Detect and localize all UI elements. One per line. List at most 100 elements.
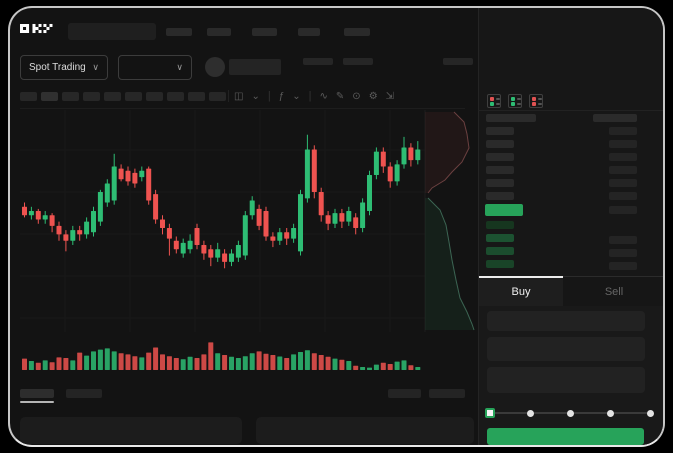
bid-row-amount <box>609 249 637 257</box>
ask-row-amount <box>609 140 637 148</box>
timeframe-button[interactable] <box>188 92 205 101</box>
ask-row-price[interactable] <box>486 127 514 135</box>
orderbook-bids-icon[interactable] <box>508 94 522 108</box>
slider-step-dot[interactable] <box>607 410 614 417</box>
orders-panel <box>20 417 242 444</box>
timeframe-button[interactable] <box>146 92 163 101</box>
ask-row-price[interactable] <box>486 153 514 161</box>
candle-body <box>415 149 421 161</box>
pair-title-placeholder <box>229 59 281 75</box>
buy-button[interactable] <box>487 428 644 445</box>
draw-tool-icon[interactable]: ✎ <box>335 90 345 102</box>
candle-body <box>222 253 228 262</box>
candle-body <box>242 215 248 256</box>
bottom-action[interactable] <box>388 389 421 398</box>
slider-step-dot[interactable] <box>527 410 534 417</box>
timeframe-button[interactable] <box>83 92 100 101</box>
volume-bar <box>104 348 110 370</box>
settings-icon[interactable]: ⚙ <box>368 90 378 102</box>
color-bar <box>490 97 494 101</box>
timeframe-button[interactable] <box>209 92 226 101</box>
orderbook-asks-icon[interactable] <box>529 94 543 108</box>
ask-row-price[interactable] <box>486 192 514 200</box>
chart-type-chevron-icon[interactable]: ⌄ <box>251 90 260 102</box>
slider-handle[interactable] <box>485 408 495 418</box>
candle-body <box>180 242 186 254</box>
nav-item[interactable] <box>166 28 192 36</box>
volume-bar <box>249 353 255 370</box>
color-bar <box>511 97 515 101</box>
total-field[interactable] <box>487 367 645 393</box>
nav-item[interactable] <box>207 28 231 36</box>
search-input[interactable] <box>68 23 156 40</box>
volume-bar <box>166 356 172 370</box>
bid-row-price[interactable] <box>486 234 514 242</box>
candle-body <box>332 213 338 224</box>
indicators-chevron-icon[interactable]: ⌄ <box>292 90 301 102</box>
candle-body <box>111 166 117 201</box>
orderbook-last-price[interactable] <box>485 204 523 216</box>
volume-bar <box>22 358 27 370</box>
candle-body <box>304 149 310 199</box>
pair-selector[interactable]: ∨ <box>118 55 192 80</box>
volume-bar <box>84 355 90 370</box>
nav-item[interactable] <box>298 28 320 36</box>
price-field[interactable] <box>487 311 645 331</box>
line-tool-icon[interactable]: ∿ <box>319 90 328 102</box>
slider-step-dot[interactable] <box>567 410 574 417</box>
amount-field[interactable] <box>487 337 645 361</box>
candle-body <box>291 228 297 239</box>
price-chart[interactable] <box>20 110 478 375</box>
ask-row-price[interactable] <box>486 166 514 174</box>
candle-body <box>187 240 193 250</box>
candle-body <box>360 202 366 228</box>
fullscreen-icon[interactable]: ⇲ <box>385 90 395 102</box>
timeframe-button[interactable] <box>125 92 142 101</box>
volume-bar <box>304 350 310 370</box>
orderbook-both-icon[interactable] <box>487 94 501 108</box>
ask-row-amount <box>609 166 637 174</box>
candle-body <box>132 172 138 184</box>
timeframe-button[interactable] <box>62 92 79 101</box>
timeframe-button[interactable] <box>20 92 37 101</box>
candle-body <box>139 170 145 178</box>
bid-row-price[interactable] <box>486 260 514 268</box>
sell-tab-label: Sell <box>604 286 624 298</box>
candle-body <box>401 147 407 165</box>
timeframe-button[interactable] <box>41 92 58 101</box>
candle-body <box>160 219 165 228</box>
ask-row-price[interactable] <box>486 179 514 187</box>
ask-row-price[interactable] <box>486 140 514 148</box>
bottom-action[interactable] <box>429 389 465 398</box>
timeframe-button[interactable] <box>167 92 184 101</box>
nav-item[interactable] <box>344 28 370 36</box>
candle-body <box>325 215 331 224</box>
tab-buy[interactable] <box>479 277 563 306</box>
bid-row-price[interactable] <box>486 247 514 255</box>
candle-body <box>173 240 179 250</box>
nav-item[interactable] <box>252 28 277 36</box>
market-type-label: Spot Trading <box>29 62 86 73</box>
market-type-selector[interactable]: Spot Trading ∨ <box>20 55 108 80</box>
ask-row-amount <box>609 127 637 135</box>
volume-bar <box>360 367 366 370</box>
tab-sell[interactable] <box>563 277 663 306</box>
volume-bar <box>242 356 248 370</box>
screenshot-icon[interactable]: ⊙ <box>352 90 361 102</box>
slider-step-dot[interactable] <box>647 410 654 417</box>
volume-bar <box>339 359 345 370</box>
okx-logo <box>20 23 53 34</box>
volume-bar <box>35 362 41 370</box>
bottom-tab-active[interactable] <box>20 389 54 398</box>
indicators-icon[interactable]: ƒ <box>278 90 285 102</box>
volume-bar <box>77 352 83 370</box>
color-bar <box>511 102 515 106</box>
bottom-tab[interactable] <box>66 389 102 398</box>
timeframe-button[interactable] <box>104 92 121 101</box>
volume-bar <box>194 358 200 370</box>
bid-row-price[interactable] <box>486 221 514 229</box>
volume-bar <box>215 353 221 370</box>
volume-bar <box>97 349 103 370</box>
chart-type-icon[interactable]: ◫ <box>234 90 244 102</box>
